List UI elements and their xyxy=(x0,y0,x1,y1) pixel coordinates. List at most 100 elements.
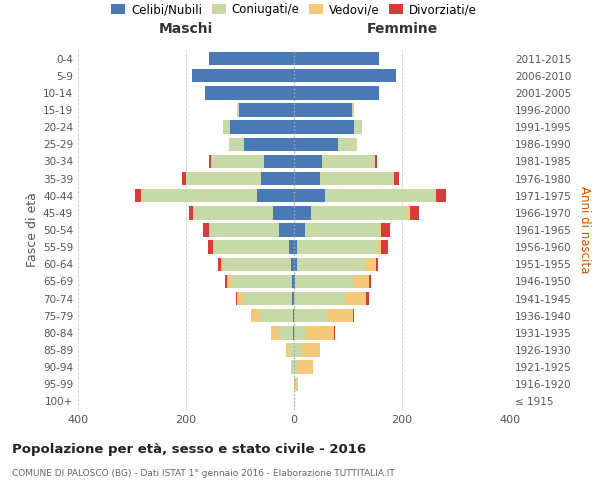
Text: COMUNE DI PALOSCO (BG) - Dati ISTAT 1° gennaio 2016 - Elaborazione TUTTITALIA.IT: COMUNE DI PALOSCO (BG) - Dati ISTAT 1° g… xyxy=(12,469,395,478)
Bar xyxy=(295,378,298,391)
Bar xyxy=(294,138,338,151)
Bar xyxy=(355,120,362,134)
Bar xyxy=(294,104,352,117)
Bar xyxy=(338,138,356,151)
Bar xyxy=(244,138,294,151)
Bar xyxy=(366,292,368,306)
Bar xyxy=(213,240,214,254)
Bar xyxy=(294,274,295,288)
Text: Femmine: Femmine xyxy=(367,22,437,36)
Bar xyxy=(274,206,294,220)
Bar xyxy=(294,206,311,220)
Bar xyxy=(210,224,279,236)
Bar xyxy=(294,344,302,356)
Bar xyxy=(394,172,399,186)
Bar xyxy=(141,189,257,202)
Bar xyxy=(306,326,334,340)
Bar xyxy=(382,240,388,254)
Text: Maschi: Maschi xyxy=(159,22,213,36)
Bar xyxy=(292,274,294,288)
Bar xyxy=(193,69,294,82)
Bar xyxy=(294,240,297,254)
Bar xyxy=(289,344,294,356)
Bar xyxy=(293,326,294,340)
Bar xyxy=(194,206,274,220)
Bar xyxy=(203,224,209,236)
Bar xyxy=(294,154,322,168)
Legend: Celibi/Nubili, Coniugati/e, Vedovi/e, Divorziati/e: Celibi/Nubili, Coniugati/e, Vedovi/e, Di… xyxy=(106,0,482,20)
Bar xyxy=(311,206,407,220)
Bar xyxy=(291,258,294,271)
Bar xyxy=(260,172,294,186)
Bar xyxy=(289,240,294,254)
Bar xyxy=(379,224,382,236)
Bar xyxy=(293,309,294,322)
Bar xyxy=(251,309,259,322)
Bar xyxy=(294,224,305,236)
Bar xyxy=(208,240,213,254)
Bar xyxy=(205,86,294,100)
Bar xyxy=(280,326,293,340)
Bar xyxy=(302,344,320,356)
Bar xyxy=(368,274,371,288)
Bar xyxy=(296,258,366,271)
Bar xyxy=(407,206,410,220)
Bar xyxy=(214,240,289,254)
Bar xyxy=(346,292,366,306)
Bar xyxy=(244,292,292,306)
Bar xyxy=(328,309,353,322)
Bar xyxy=(286,344,289,356)
Bar xyxy=(295,274,353,288)
Bar xyxy=(209,52,294,66)
Bar xyxy=(294,309,328,322)
Bar xyxy=(305,224,379,236)
Bar xyxy=(298,360,313,374)
Bar xyxy=(292,360,294,374)
Y-axis label: Fasce di età: Fasce di età xyxy=(26,192,39,268)
Bar xyxy=(238,292,244,306)
Bar xyxy=(236,292,238,306)
Bar xyxy=(230,120,294,134)
Bar xyxy=(294,69,395,82)
Bar xyxy=(375,154,377,168)
Bar xyxy=(294,52,379,66)
Bar xyxy=(188,206,193,220)
Bar xyxy=(239,104,294,117)
Bar xyxy=(294,86,379,100)
Bar xyxy=(366,258,376,271)
Bar xyxy=(410,206,419,220)
Bar xyxy=(182,172,186,186)
Bar xyxy=(294,360,298,374)
Bar xyxy=(320,172,394,186)
Text: Popolazione per età, sesso e stato civile - 2016: Popolazione per età, sesso e stato civil… xyxy=(12,442,366,456)
Bar xyxy=(352,104,355,117)
Bar xyxy=(334,326,335,340)
Bar xyxy=(257,189,294,202)
Bar xyxy=(225,274,227,288)
Bar xyxy=(279,224,294,236)
Bar xyxy=(227,274,232,288)
Bar xyxy=(259,309,293,322)
Bar xyxy=(294,172,320,186)
Bar xyxy=(322,154,375,168)
Bar xyxy=(229,138,244,151)
Bar xyxy=(353,274,368,288)
Bar xyxy=(325,189,436,202)
Bar xyxy=(209,224,210,236)
Bar xyxy=(294,189,325,202)
Bar xyxy=(223,120,230,134)
Bar xyxy=(186,172,260,186)
Bar xyxy=(134,189,141,202)
Bar xyxy=(211,154,265,168)
Bar xyxy=(436,189,446,202)
Bar xyxy=(218,258,221,271)
Bar xyxy=(294,258,296,271)
Bar xyxy=(271,326,280,340)
Bar xyxy=(221,258,223,271)
Bar xyxy=(377,240,382,254)
Bar xyxy=(353,309,355,322)
Bar xyxy=(294,292,346,306)
Bar xyxy=(292,292,294,306)
Bar xyxy=(237,104,239,117)
Bar xyxy=(232,274,292,288)
